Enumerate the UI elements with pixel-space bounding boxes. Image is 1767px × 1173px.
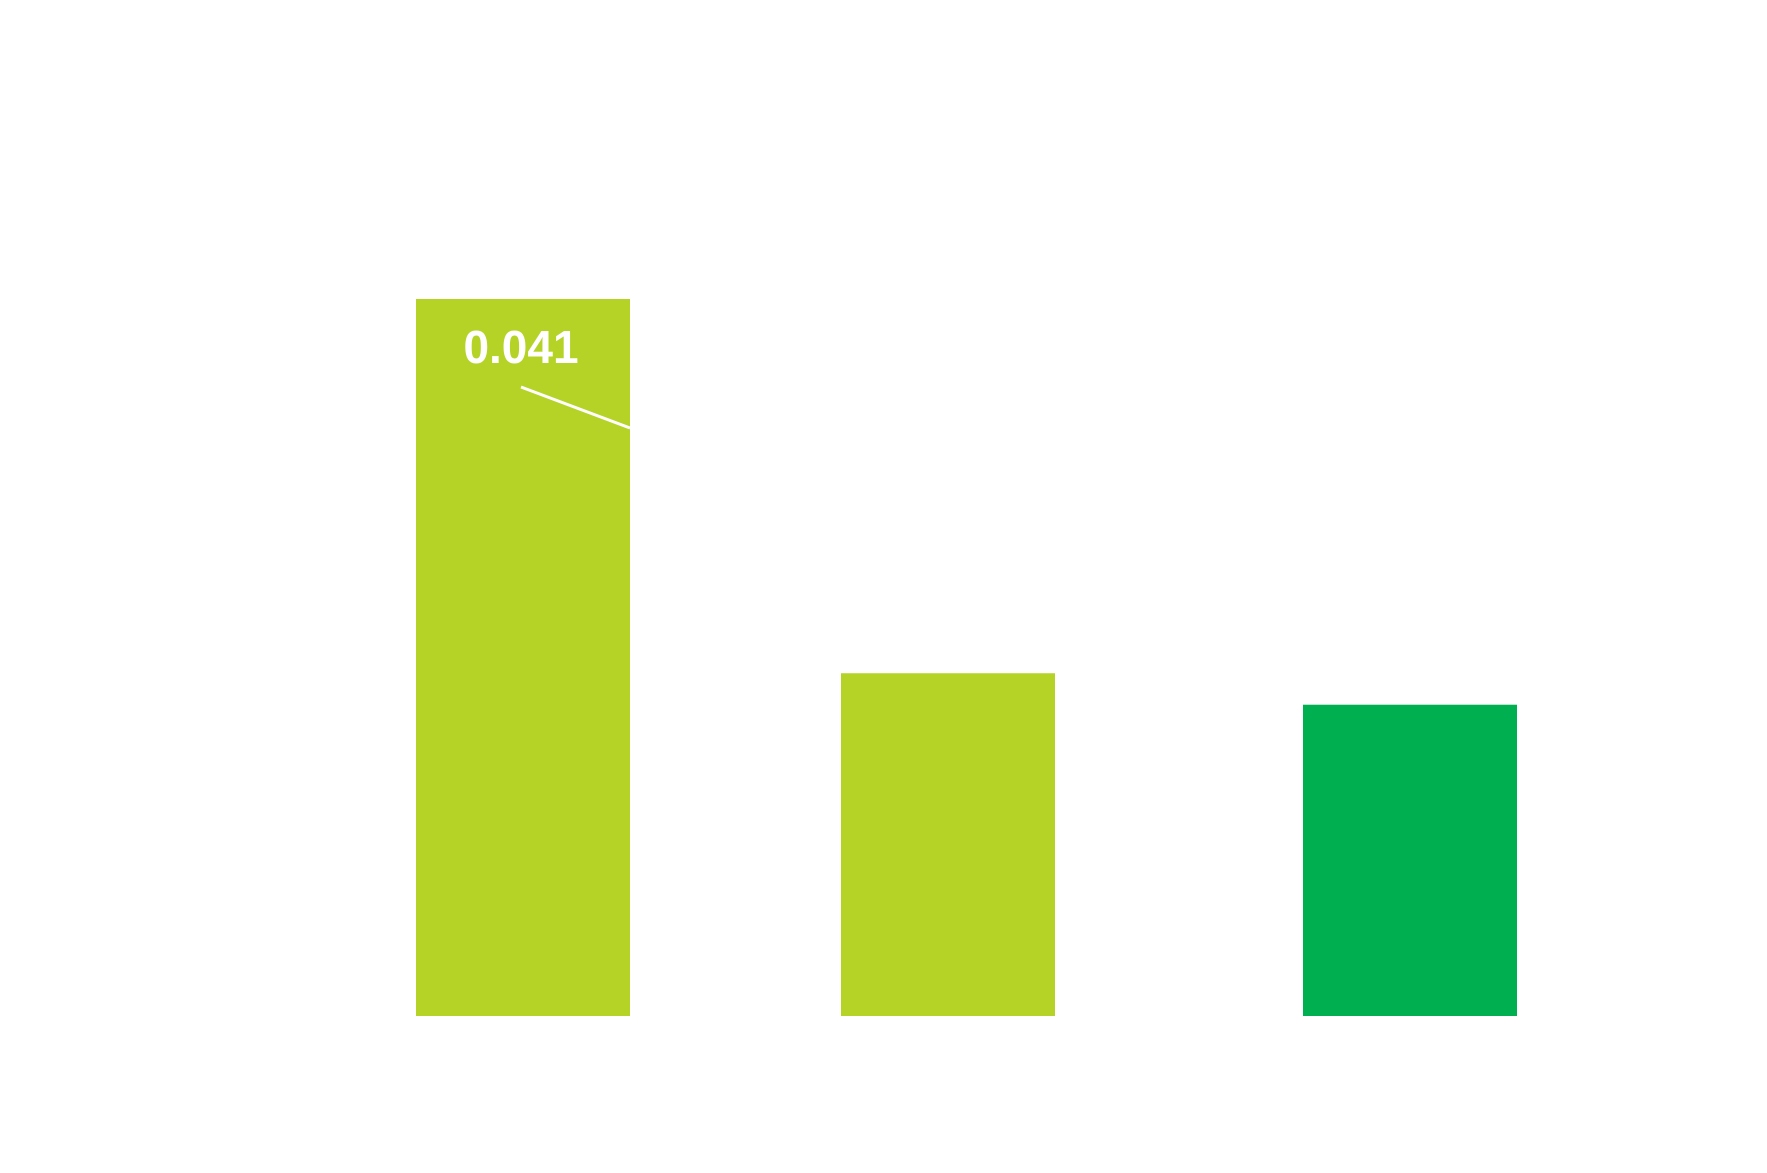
bars-group: [416, 298, 1517, 1016]
bar-value-label: 0.041: [463, 321, 578, 373]
bar-1: [416, 298, 630, 1016]
bar-3: [1303, 704, 1517, 1016]
annotation-leader-line: [520, 385, 631, 430]
bar-2: [841, 673, 1055, 1016]
